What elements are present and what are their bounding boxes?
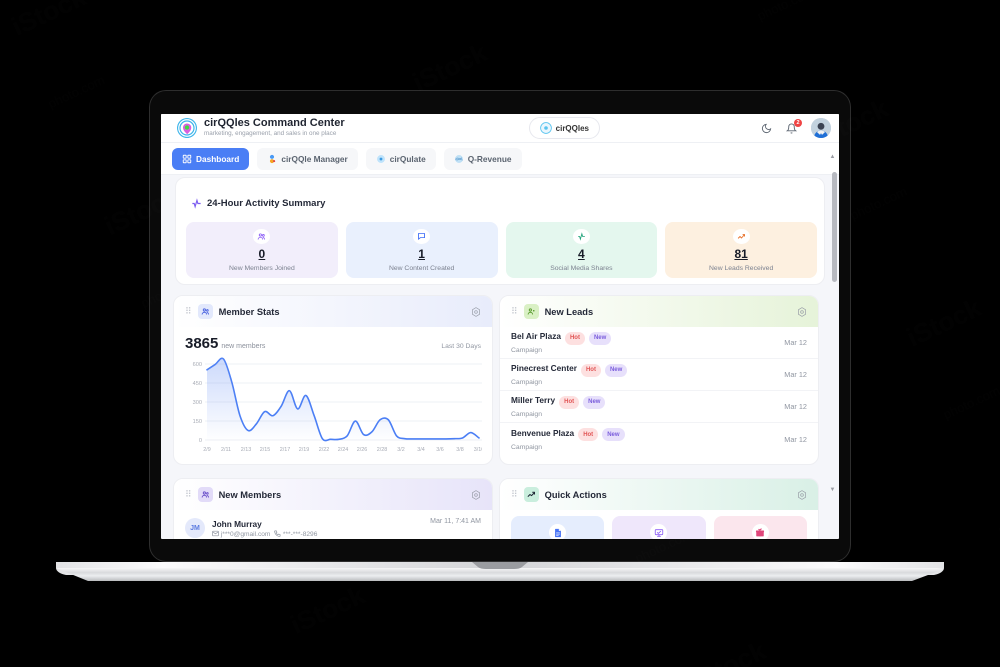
svg-text:450: 450 <box>193 381 202 387</box>
svg-text:3/4: 3/4 <box>417 447 425 453</box>
svg-text:2/22: 2/22 <box>319 447 330 453</box>
svg-text:300: 300 <box>193 400 202 406</box>
svg-text:3/6: 3/6 <box>436 447 444 453</box>
svg-text:600: 600 <box>193 362 202 368</box>
svg-text:2/13: 2/13 <box>241 447 252 453</box>
svg-text:2/11: 2/11 <box>221 447 231 453</box>
svg-text:0: 0 <box>199 438 202 444</box>
svg-text:2/9: 2/9 <box>203 447 211 453</box>
svg-text:2/17: 2/17 <box>280 447 291 453</box>
svg-text:2/28: 2/28 <box>377 447 388 453</box>
svg-text:2/26: 2/26 <box>357 447 368 453</box>
svg-text:2/15: 2/15 <box>260 447 271 453</box>
svg-text:150: 150 <box>193 419 202 425</box>
svg-text:2/19: 2/19 <box>299 447 310 453</box>
svg-text:3/10: 3/10 <box>474 447 482 453</box>
svg-text:3/2: 3/2 <box>397 447 405 453</box>
svg-text:3/8: 3/8 <box>456 447 464 453</box>
svg-text:2/24: 2/24 <box>338 447 349 453</box>
